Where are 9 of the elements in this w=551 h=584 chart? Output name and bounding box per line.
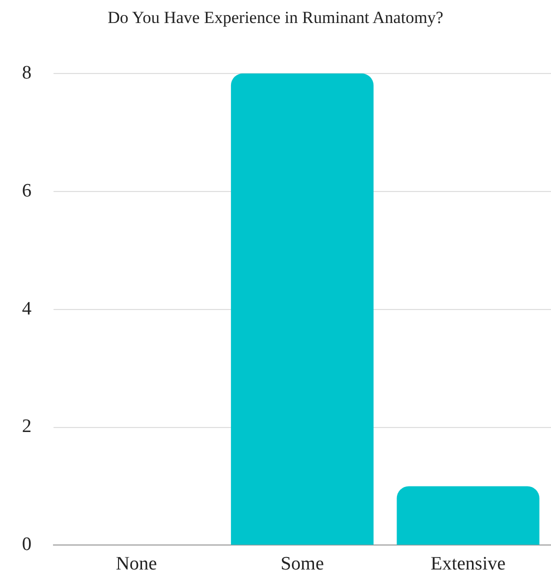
y-tick-label: 2: [22, 416, 32, 438]
x-tick-label: None: [116, 554, 157, 575]
y-tick-label: 0: [22, 534, 32, 556]
y-tick-label: 4: [22, 298, 32, 320]
x-tick-label: Extensive: [430, 554, 506, 575]
x-tick-label: Some: [280, 554, 324, 575]
y-tick-label: 6: [22, 180, 32, 202]
y-tick-label: 8: [22, 62, 32, 84]
chart-title: Do You Have Experience in Ruminant Anatomy?: [106, 8, 444, 28]
